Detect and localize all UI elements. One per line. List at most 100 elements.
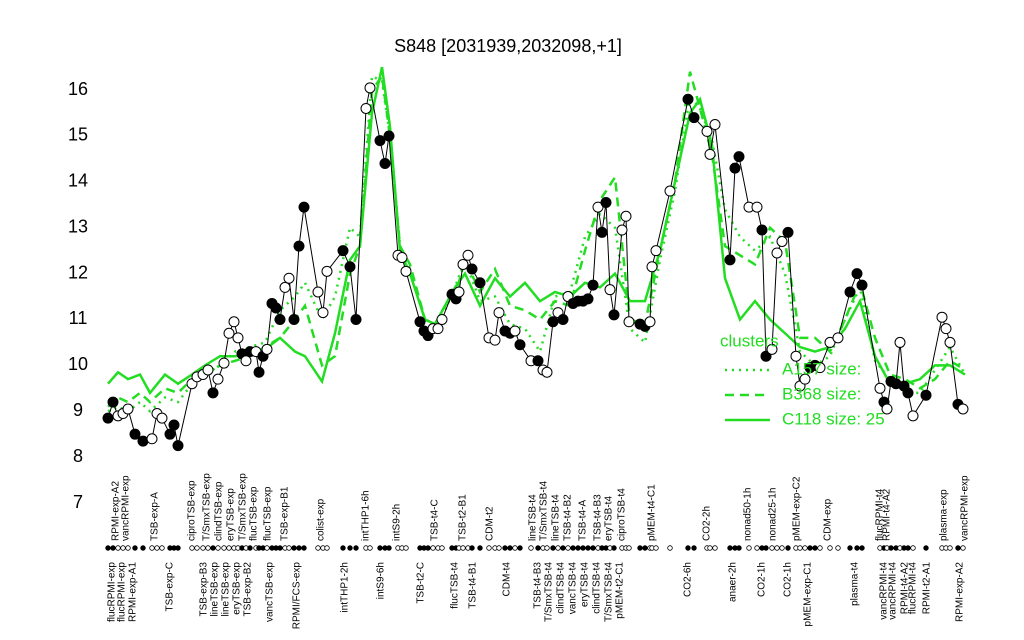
data-point — [240, 355, 252, 367]
data-point — [944, 336, 956, 348]
data-point — [337, 245, 349, 257]
sample-dot — [555, 545, 561, 551]
x-tick-label: CO2-6h — [683, 562, 694, 597]
x-tick-label: RPMI-t2-A1 — [922, 562, 933, 615]
data-point — [270, 302, 282, 314]
data-point — [360, 102, 372, 114]
sample-dot — [221, 545, 227, 551]
data-point — [733, 151, 745, 163]
data-point — [851, 268, 863, 280]
sample-dot — [785, 545, 791, 551]
data-point — [799, 373, 811, 385]
data-point — [881, 403, 893, 415]
x-tick-label: lineTSB-t4 — [528, 494, 539, 541]
data-point — [344, 261, 356, 273]
sample-dot — [642, 545, 648, 551]
sample-dot — [685, 545, 691, 551]
data-point — [207, 387, 219, 399]
sample-dot — [324, 545, 330, 551]
sample-dot — [403, 545, 409, 551]
x-tick-label: RPMI/FCS-exp — [292, 562, 303, 630]
sample-dot — [154, 545, 160, 551]
data-point — [709, 119, 721, 131]
x-tick-label: TSB-t4-A — [578, 500, 589, 541]
data-point — [790, 350, 802, 362]
sample-dot — [115, 545, 121, 551]
x-tick-label: nonad50-1h — [743, 488, 754, 541]
data-point — [223, 327, 235, 339]
x-tick-label: nonad25-1h — [768, 488, 779, 541]
sample-dot — [691, 545, 697, 551]
x-tick-label: CO2-2h — [702, 506, 713, 541]
data-point — [541, 366, 553, 378]
data-point — [317, 307, 329, 319]
data-point — [557, 313, 569, 325]
x-tick-label: TSB-exp-C — [165, 562, 176, 611]
sample-dot — [486, 545, 492, 551]
data-point — [874, 382, 886, 394]
sample-dot — [120, 545, 126, 551]
sample-dot — [296, 545, 302, 551]
sample-dot — [550, 545, 556, 551]
data-point — [350, 313, 362, 325]
data-point — [462, 249, 474, 261]
x-tick-label: RPMI-exp-A2 — [111, 481, 122, 541]
sample-dot — [797, 545, 803, 551]
sample-dot — [535, 545, 541, 551]
x-tick-label: plasma-exp — [939, 489, 950, 541]
x-tick-label: eryTSB-exp — [232, 562, 243, 615]
sample-dot — [779, 545, 785, 551]
data-point — [274, 313, 286, 325]
x-tick-label: TSB-exp-A — [150, 492, 161, 541]
sample-dot — [888, 545, 894, 551]
x-tick-label: intTHP1-2h — [340, 562, 351, 613]
data-point — [232, 332, 244, 344]
data-point — [288, 313, 300, 325]
x-tick-label: CDM-exp — [823, 498, 834, 541]
data-point — [920, 389, 932, 401]
data-point — [212, 373, 224, 385]
x-tick-label: T/SmxTSB-exp — [238, 473, 249, 541]
x-tick-label: vancRPMI-exp — [960, 475, 971, 541]
x-tick-label: vancTSB-exp — [265, 562, 276, 622]
data-point — [907, 410, 919, 422]
data-point — [137, 435, 149, 447]
data-point — [646, 261, 658, 273]
data-point — [608, 309, 620, 321]
sample-dot — [125, 545, 131, 551]
data-point — [261, 343, 273, 355]
chart-title: S848 [2031939,2032098,+1] — [394, 36, 622, 56]
x-tick-label: TSB-t4-B2 — [563, 494, 574, 541]
data-point — [596, 226, 608, 238]
x-tick-label: T/SmxTSB-t4 — [604, 562, 615, 622]
x-tick-label: clindTSB-t4 — [556, 562, 567, 614]
y-tick-label: 12 — [68, 262, 88, 282]
sample-dot — [774, 545, 780, 551]
data-point — [766, 343, 778, 355]
x-tick-label: flucTSB-exp — [249, 486, 260, 541]
data-point — [202, 364, 214, 376]
data-point — [396, 252, 408, 264]
data-point — [474, 277, 486, 289]
sample-dot — [264, 545, 270, 551]
x-tick-label: pMEM-exp-C2 — [792, 476, 803, 541]
data-point — [782, 226, 794, 238]
x-tick-label: vancRPMI-t4 — [879, 562, 890, 620]
sample-dot — [507, 545, 513, 551]
sample-dot — [575, 545, 581, 551]
data-point — [379, 158, 391, 170]
x-tick-label: T/SmxTSB-exp — [202, 473, 213, 541]
x-tick-label: TSB-t4-B3 — [593, 494, 604, 541]
x-tick-label: anaer-2h — [728, 562, 739, 602]
data-point — [604, 284, 616, 296]
x-tick-label: TSB-exp-B1 — [280, 486, 291, 541]
data-point — [364, 82, 376, 94]
y-tick-label: 13 — [68, 216, 88, 236]
sample-dot — [226, 545, 232, 551]
x-tick-label: CO2-1h — [757, 562, 768, 597]
sample-dot — [707, 545, 713, 551]
data-point — [146, 433, 158, 445]
sample-dot — [847, 545, 853, 551]
cluster-line — [107, 66, 966, 396]
sample-dot — [653, 545, 659, 551]
